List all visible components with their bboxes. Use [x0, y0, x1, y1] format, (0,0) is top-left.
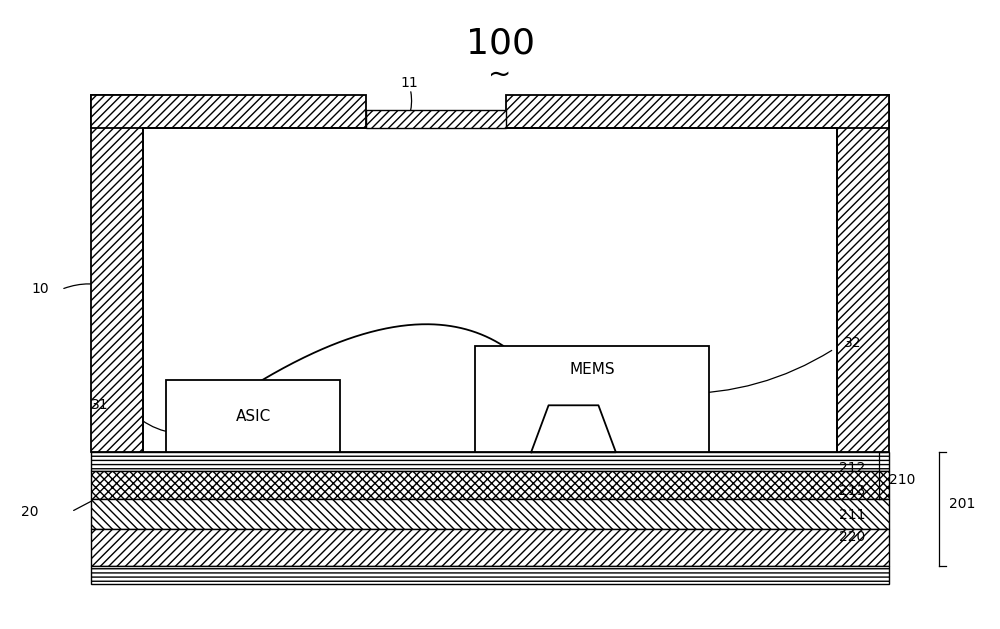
Bar	[91, 452, 889, 471]
Bar	[166, 381, 340, 452]
Text: 210: 210	[889, 473, 915, 487]
Text: 211: 211	[839, 508, 866, 522]
Text: 100: 100	[466, 26, 534, 60]
Text: 20: 20	[21, 504, 39, 519]
Text: 213: 213	[839, 484, 865, 498]
Text: ASIC: ASIC	[236, 409, 271, 424]
Bar	[366, 110, 506, 128]
Text: MEMS: MEMS	[569, 362, 615, 377]
Text: 10: 10	[31, 282, 49, 296]
Text: 201: 201	[949, 497, 975, 511]
Bar	[506, 96, 889, 128]
Text: 212: 212	[839, 461, 865, 475]
Bar	[91, 96, 143, 452]
Bar	[91, 565, 889, 584]
Text: 11: 11	[400, 76, 418, 90]
Bar	[91, 96, 366, 128]
Text: ~: ~	[488, 61, 512, 89]
Bar	[837, 96, 889, 452]
Text: 32: 32	[844, 336, 862, 350]
Bar	[91, 499, 889, 529]
Bar	[91, 529, 889, 565]
Bar	[143, 128, 837, 452]
Bar	[91, 471, 889, 499]
Bar	[475, 346, 709, 452]
Text: 31: 31	[91, 398, 109, 412]
Text: 220: 220	[839, 530, 865, 544]
